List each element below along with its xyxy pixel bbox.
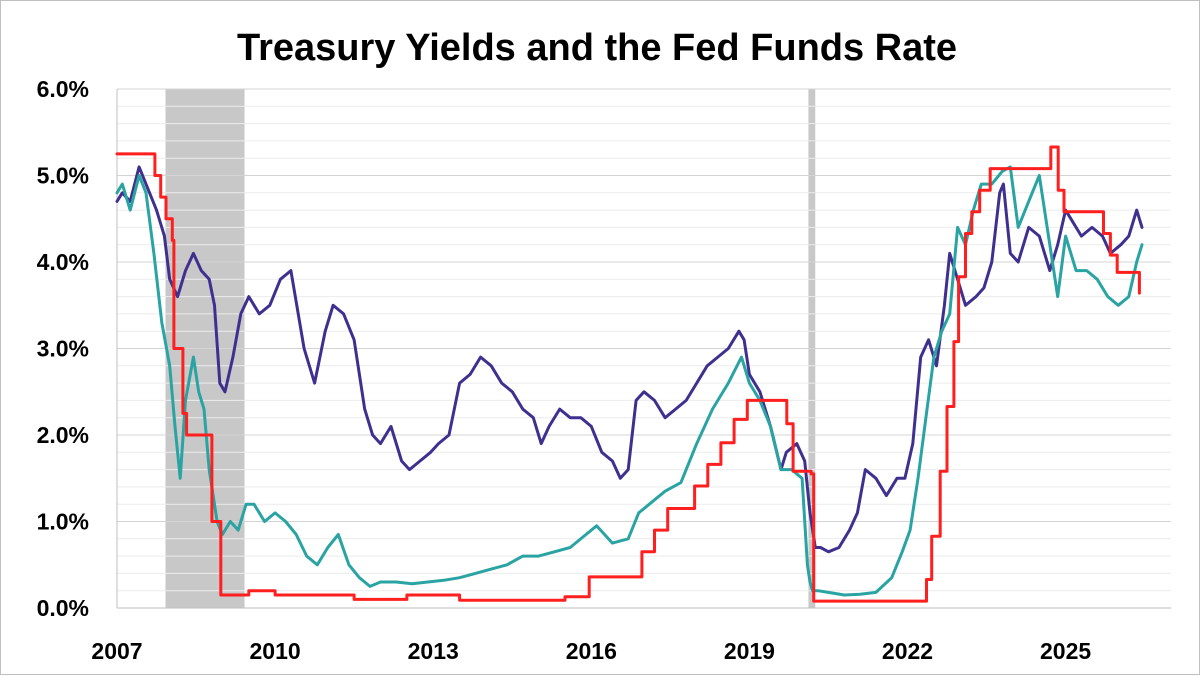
y-tick-labels: 0.0% 1.0% 2.0% 3.0% 4.0% 5.0% 6.0% bbox=[37, 76, 89, 621]
x-tick-label: 2007 bbox=[91, 638, 142, 664]
x-tick-labels: 2007 2010 2013 2016 2019 2022 2025 bbox=[91, 638, 1091, 664]
x-tick-label: 2022 bbox=[882, 638, 933, 664]
y-tick-label: 6.0% bbox=[37, 76, 89, 102]
series-line-1 bbox=[115, 165, 1144, 554]
y-tick-label: 4.0% bbox=[37, 249, 89, 275]
chart-title: Treasury Yields and the Fed Funds Rate bbox=[237, 27, 957, 69]
y-tick-label: 0.0% bbox=[37, 595, 89, 621]
y-tick-label: 2.0% bbox=[37, 422, 89, 448]
x-tick-label: 2016 bbox=[566, 638, 617, 664]
x-tick-label: 2010 bbox=[250, 638, 301, 664]
y-tick-label: 3.0% bbox=[37, 336, 89, 362]
series-lines bbox=[115, 145, 1144, 603]
x-tick-label: 2025 bbox=[1040, 638, 1091, 664]
axes bbox=[116, 89, 1171, 609]
series-line-3 bbox=[115, 145, 1141, 603]
y-tick-label: 5.0% bbox=[37, 163, 89, 189]
x-tick-label: 2013 bbox=[408, 638, 459, 664]
gridlines bbox=[117, 88, 1171, 592]
series-line-2 bbox=[115, 165, 1144, 597]
y-tick-label: 1.0% bbox=[37, 509, 89, 535]
x-tick-label: 2019 bbox=[724, 638, 775, 664]
